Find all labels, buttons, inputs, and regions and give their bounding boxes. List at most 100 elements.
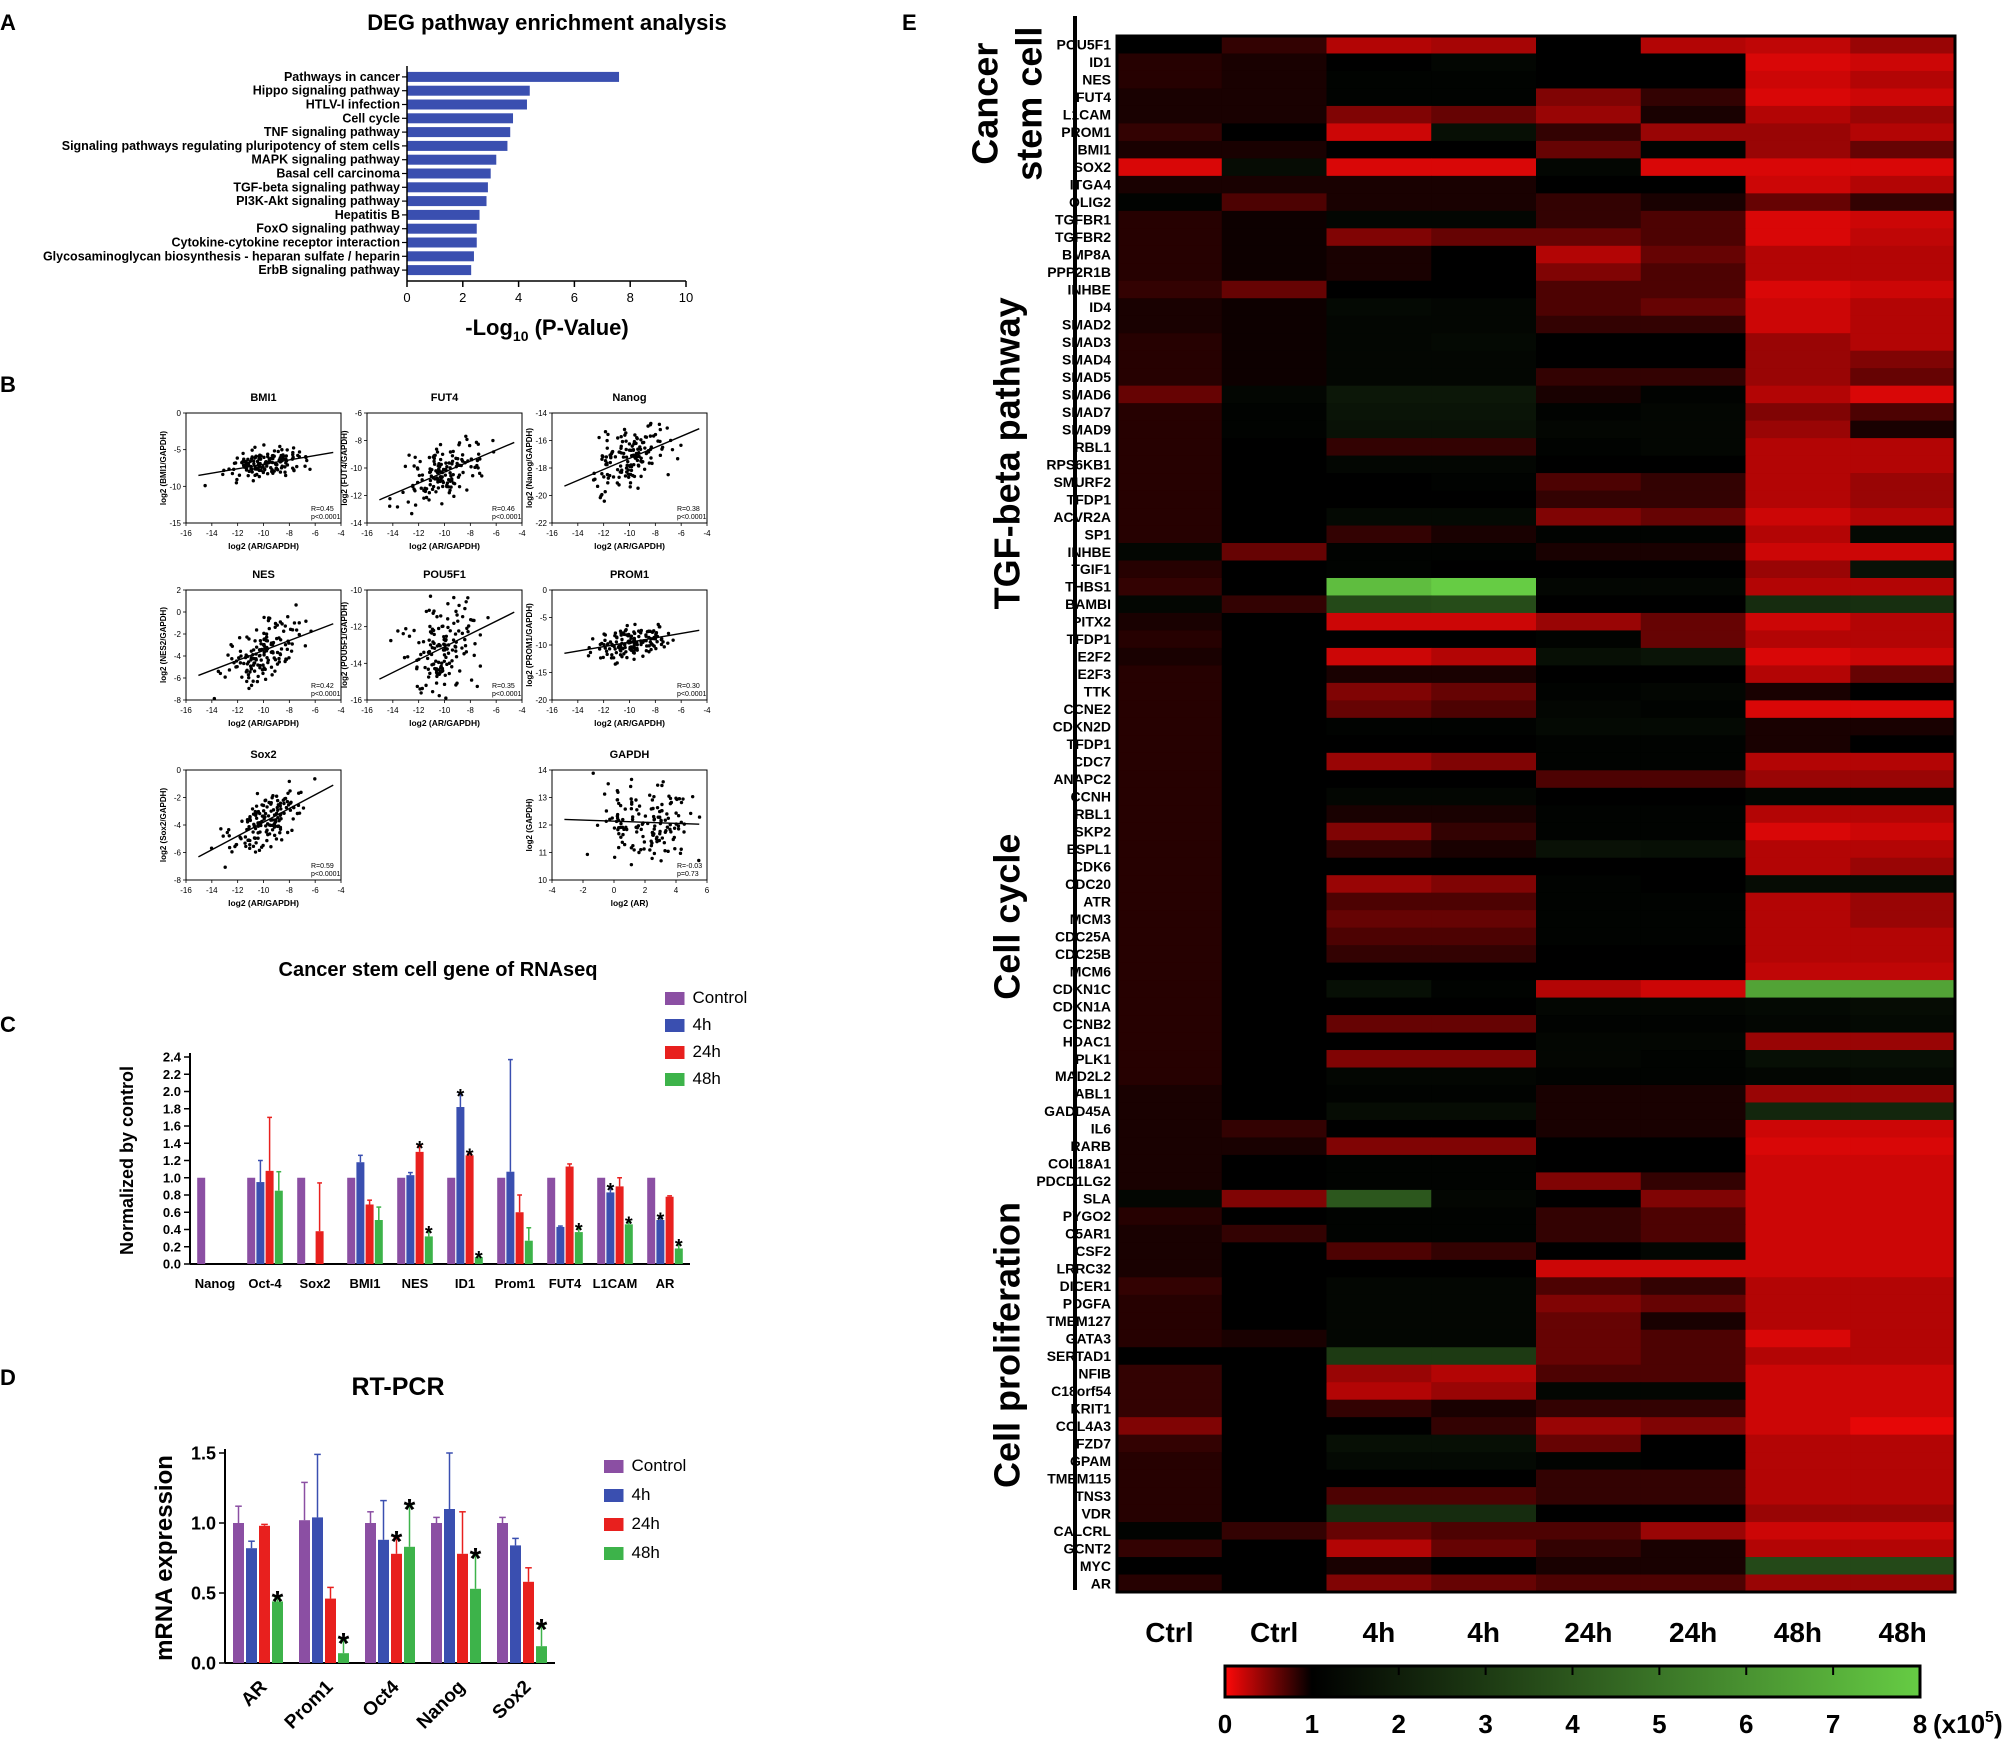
heatmap-cell <box>1326 1137 1432 1156</box>
data-point <box>283 465 287 469</box>
heatmap-cell <box>1326 525 1432 544</box>
data-point <box>661 780 665 784</box>
bar <box>444 1509 455 1663</box>
heatmap-cell <box>1536 1259 1642 1278</box>
data-point <box>435 615 439 619</box>
heatmap-cell <box>1117 1347 1223 1366</box>
data-point <box>262 637 266 642</box>
heatmap-cell <box>1536 892 1642 911</box>
heatmap-cell <box>1117 1172 1223 1191</box>
data-point <box>598 656 603 660</box>
heatmap-cell <box>1745 910 1851 929</box>
data-point <box>434 681 439 685</box>
heatmap-cell <box>1536 210 1642 229</box>
x-tick-label: -14 <box>387 529 399 538</box>
data-point <box>446 625 450 630</box>
data-point <box>675 457 680 461</box>
heatmap-cell <box>1431 1312 1537 1331</box>
heatmap-cell <box>1850 1137 1956 1156</box>
gene-label: RPS6KB1 <box>1046 456 1111 472</box>
heatmap-cell <box>1431 1224 1537 1243</box>
heatmap-cell <box>1850 1452 1956 1471</box>
heatmap-cell <box>1536 1539 1642 1558</box>
heatmap-cell <box>1745 245 1851 264</box>
gene-label: RBL1 <box>1074 439 1111 455</box>
data-point <box>252 462 256 466</box>
gene-label: MYC <box>1080 1558 1111 1574</box>
data-point <box>647 644 651 648</box>
heatmap-cell <box>1745 1242 1851 1261</box>
data-point <box>247 676 251 680</box>
y-tick-label: -15 <box>535 669 547 678</box>
heatmap-cell <box>1536 158 1642 177</box>
heatmap-cell <box>1431 1469 1537 1488</box>
data-point <box>625 655 629 660</box>
heatmap-cell <box>1536 1119 1642 1138</box>
data-point <box>427 498 431 502</box>
heatmap-cell <box>1640 490 1746 509</box>
data-point <box>422 496 426 500</box>
bar <box>574 1232 583 1264</box>
data-point <box>617 450 622 454</box>
heatmap-cell <box>1117 1434 1223 1453</box>
data-point <box>655 783 660 787</box>
data-point <box>476 452 481 456</box>
heatmap-cell <box>1431 1382 1537 1401</box>
data-point <box>612 855 617 859</box>
y-axis-label: log2 (POU5F1/GAPDH) <box>340 602 349 689</box>
x-tick-label: -2 <box>579 886 587 895</box>
data-point <box>657 422 662 427</box>
colorbar-tick-label: 6 <box>1739 1709 1753 1739</box>
data-point <box>428 483 432 487</box>
data-point <box>457 441 462 445</box>
data-point <box>268 616 272 621</box>
data-point <box>654 837 659 841</box>
heatmap-cell <box>1117 752 1223 771</box>
data-point <box>247 686 251 691</box>
data-point <box>288 808 293 812</box>
data-point <box>464 434 468 438</box>
y-axis-label: log2 (Sox2/GAPDH) <box>159 788 168 863</box>
heatmap-cell <box>1640 1084 1746 1103</box>
heatmap-cell <box>1221 158 1327 177</box>
gene-label: PYGO2 <box>1063 1208 1111 1224</box>
heatmap-cell <box>1850 1102 1956 1121</box>
regression-line <box>379 441 515 501</box>
gene-label: PDGFA <box>1063 1296 1111 1312</box>
heatmap-cell <box>1536 700 1642 719</box>
heatmap-cell <box>1640 280 1746 299</box>
data-point <box>275 650 280 655</box>
heatmap-cell <box>1117 927 1223 946</box>
heatmap-cell <box>1850 717 1956 736</box>
bar <box>674 1248 683 1264</box>
panel-letter-b: B <box>0 372 16 397</box>
data-point <box>462 652 466 656</box>
data-point <box>249 667 254 671</box>
heatmap-cell <box>1431 700 1537 719</box>
data-point <box>634 798 638 802</box>
r-value: R=0.35 <box>492 683 515 690</box>
data-point <box>438 643 442 648</box>
x-axis-label: log2 (AR/GAPDH) <box>228 898 299 908</box>
heatmap-cell <box>1745 787 1851 806</box>
heatmap-cell <box>1117 717 1223 736</box>
heatmap-cell <box>1640 840 1746 859</box>
gene-label: CCNE2 <box>1064 701 1112 717</box>
legend-swatch <box>604 1460 624 1473</box>
x-tick-label: -14 <box>387 706 399 715</box>
heatmap-cell <box>1745 1487 1851 1506</box>
heatmap-cell <box>1117 1399 1223 1418</box>
y-axis-label: log2 (PROM1/GAPDH) <box>525 603 534 687</box>
heatmap-cell <box>1536 1522 1642 1541</box>
heatmap-cell <box>1431 560 1537 579</box>
heatmap-cell <box>1640 473 1746 492</box>
heatmap-cell <box>1431 280 1537 299</box>
bar <box>397 1177 406 1264</box>
heatmap-cell <box>1326 1294 1432 1313</box>
heatmap-cell <box>1745 1067 1851 1086</box>
heatmap-cell <box>1640 1382 1746 1401</box>
data-point <box>605 438 609 443</box>
data-point <box>303 644 308 648</box>
data-point <box>648 434 653 438</box>
gene-label: COL18A1 <box>1048 1156 1111 1172</box>
